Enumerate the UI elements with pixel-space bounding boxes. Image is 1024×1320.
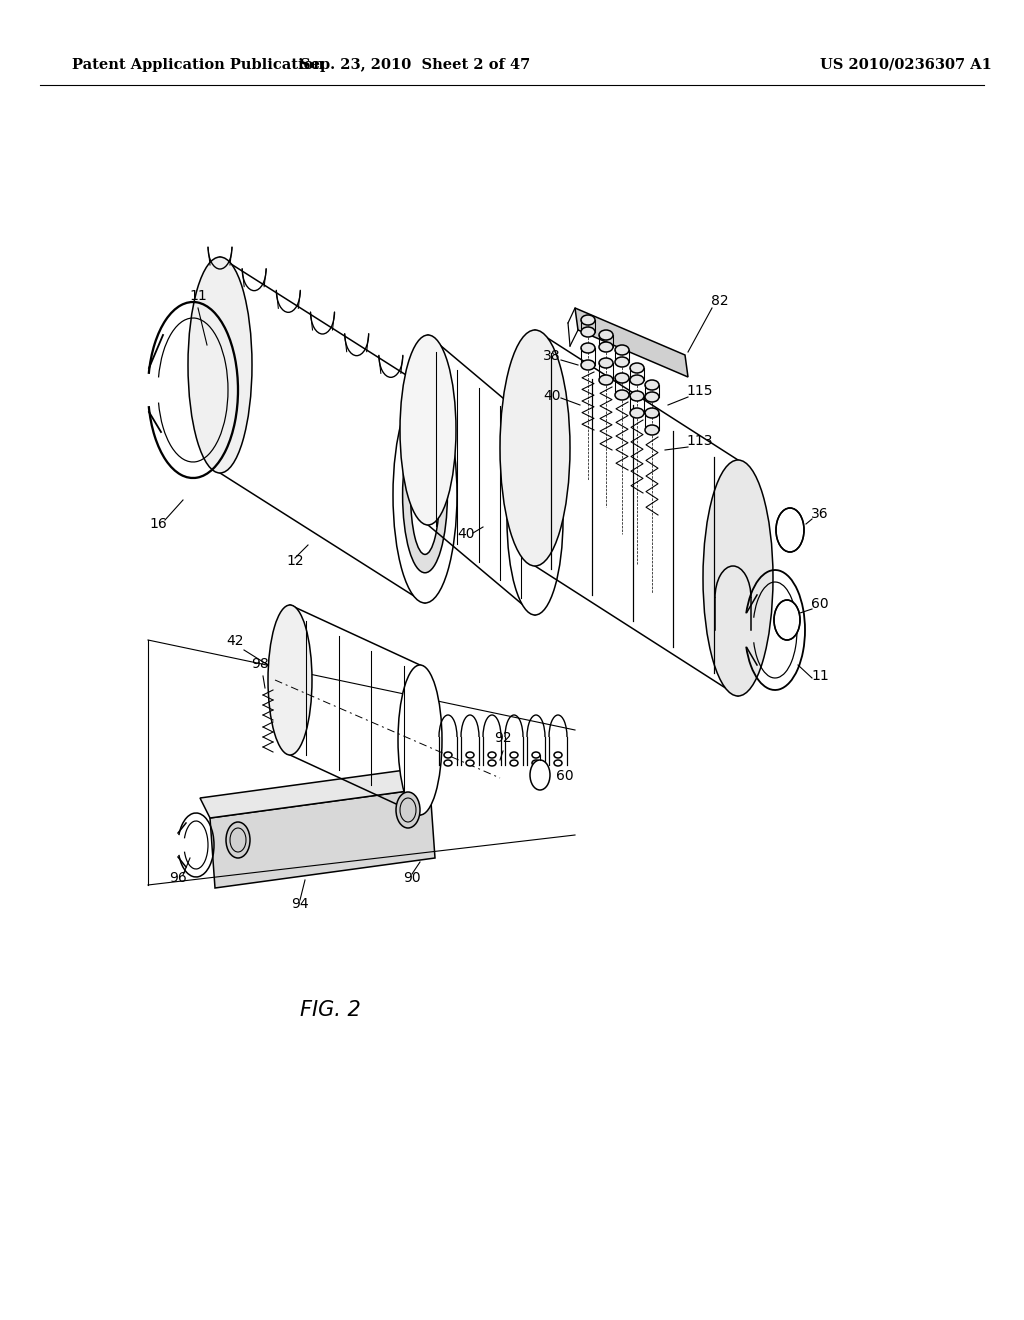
Text: 12: 12 xyxy=(286,554,304,568)
Text: 38: 38 xyxy=(543,348,561,363)
Ellipse shape xyxy=(554,752,562,758)
Text: 16: 16 xyxy=(150,517,167,531)
Ellipse shape xyxy=(188,257,252,473)
Text: 60: 60 xyxy=(811,597,828,611)
Ellipse shape xyxy=(400,335,456,525)
Ellipse shape xyxy=(581,343,595,352)
Ellipse shape xyxy=(630,391,644,401)
Ellipse shape xyxy=(510,760,518,766)
Ellipse shape xyxy=(599,358,613,368)
Ellipse shape xyxy=(581,360,595,370)
Ellipse shape xyxy=(615,389,629,400)
Ellipse shape xyxy=(703,459,773,696)
Text: 36: 36 xyxy=(811,507,828,521)
Ellipse shape xyxy=(645,392,659,403)
Text: Sep. 23, 2010  Sheet 2 of 47: Sep. 23, 2010 Sheet 2 of 47 xyxy=(300,58,530,73)
Ellipse shape xyxy=(466,752,474,758)
Ellipse shape xyxy=(630,363,644,374)
Text: Patent Application Publication: Patent Application Publication xyxy=(72,58,324,73)
Text: 96: 96 xyxy=(169,871,186,884)
Ellipse shape xyxy=(599,330,613,341)
Ellipse shape xyxy=(510,752,518,758)
Text: 60: 60 xyxy=(556,770,573,783)
Text: 11: 11 xyxy=(189,289,207,304)
Ellipse shape xyxy=(488,760,496,766)
Ellipse shape xyxy=(776,508,804,552)
Ellipse shape xyxy=(488,752,496,758)
Ellipse shape xyxy=(396,792,420,828)
Text: 40: 40 xyxy=(458,527,475,541)
Text: 113: 113 xyxy=(687,434,714,447)
Ellipse shape xyxy=(226,822,250,858)
Text: FIG. 2: FIG. 2 xyxy=(300,1001,360,1020)
Ellipse shape xyxy=(402,417,447,573)
Text: 90: 90 xyxy=(403,871,421,884)
Ellipse shape xyxy=(444,752,452,758)
Ellipse shape xyxy=(466,760,474,766)
Ellipse shape xyxy=(615,356,629,367)
Ellipse shape xyxy=(615,374,629,383)
Ellipse shape xyxy=(599,375,613,385)
Ellipse shape xyxy=(507,425,563,615)
Ellipse shape xyxy=(532,760,540,766)
Ellipse shape xyxy=(532,752,540,758)
Ellipse shape xyxy=(615,345,629,355)
Ellipse shape xyxy=(599,342,613,352)
Text: 42: 42 xyxy=(226,634,244,648)
Ellipse shape xyxy=(398,665,442,814)
Ellipse shape xyxy=(393,387,457,603)
Text: 82: 82 xyxy=(712,294,729,308)
Polygon shape xyxy=(575,308,688,378)
Ellipse shape xyxy=(554,760,562,766)
Ellipse shape xyxy=(630,408,644,418)
Ellipse shape xyxy=(500,330,570,566)
Ellipse shape xyxy=(645,425,659,436)
Text: US 2010/0236307 A1: US 2010/0236307 A1 xyxy=(820,58,992,73)
Text: 92: 92 xyxy=(495,731,512,744)
Ellipse shape xyxy=(411,436,439,554)
Ellipse shape xyxy=(581,327,595,337)
Ellipse shape xyxy=(645,380,659,389)
Ellipse shape xyxy=(645,408,659,418)
Ellipse shape xyxy=(774,601,800,640)
Ellipse shape xyxy=(581,315,595,325)
Text: 94: 94 xyxy=(291,898,309,911)
Text: 115: 115 xyxy=(687,384,714,399)
Text: 98: 98 xyxy=(251,657,269,671)
Text: 40: 40 xyxy=(544,389,561,403)
Polygon shape xyxy=(200,768,430,818)
Ellipse shape xyxy=(268,605,312,755)
Ellipse shape xyxy=(444,760,452,766)
Ellipse shape xyxy=(530,760,550,789)
Text: 11: 11 xyxy=(811,669,828,682)
Ellipse shape xyxy=(630,375,644,385)
Polygon shape xyxy=(210,788,435,888)
